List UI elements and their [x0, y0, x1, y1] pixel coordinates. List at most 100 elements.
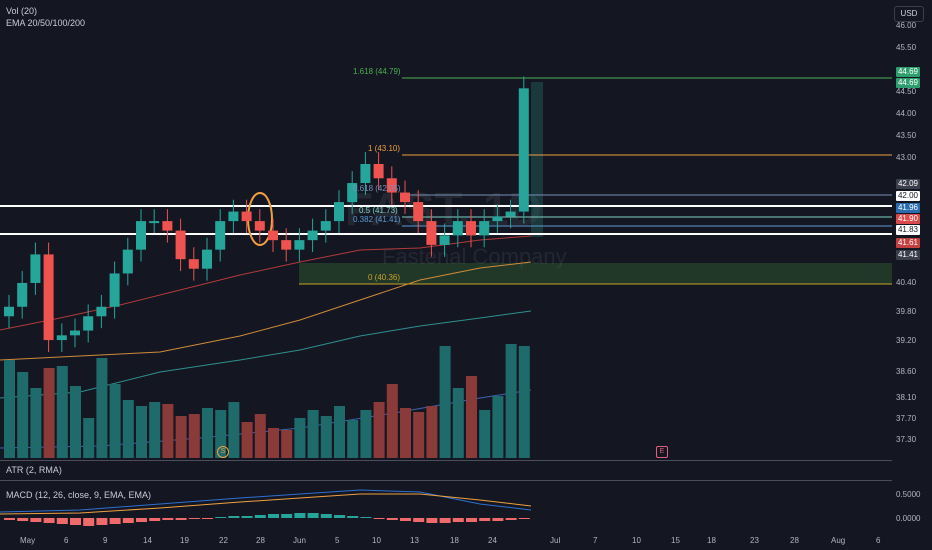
price-tag: 44.69 — [896, 78, 920, 88]
macd-bar — [215, 517, 227, 518]
candle — [426, 221, 437, 245]
dividend-event-icon[interactable]: S — [217, 446, 229, 458]
volume-bar — [4, 360, 15, 458]
price-tag: 44.69 — [896, 67, 920, 77]
macd-bar — [56, 518, 68, 524]
macd-canvas[interactable] — [0, 480, 892, 530]
price-axis-label: 40.40 — [896, 278, 917, 287]
time-axis-label: Aug — [831, 536, 846, 545]
volume-bar — [188, 414, 200, 458]
volume-bars — [4, 344, 530, 458]
price-axis-label: 46.00 — [896, 21, 917, 30]
macd-indicator-label[interactable]: MACD (12, 26, close, 9, EMA, EMA) — [6, 490, 152, 500]
time-axis-label: 9 — [103, 536, 108, 545]
macd-bar — [4, 518, 15, 520]
volume-bar — [466, 376, 477, 458]
macd-bar — [518, 518, 530, 519]
price-axis-label: 43.50 — [896, 131, 917, 140]
macd-bar — [426, 518, 438, 523]
volume-bar — [360, 410, 372, 458]
price-axis-label: 38.10 — [896, 393, 917, 402]
time-axis-label: 5 — [335, 536, 340, 545]
time-axis-label: Jun — [293, 536, 306, 545]
macd-bar — [452, 518, 464, 522]
volume-bar — [334, 406, 345, 458]
volume-bar — [439, 346, 451, 458]
price-axis-label: 39.20 — [896, 336, 917, 345]
volume-bar — [96, 358, 108, 458]
currency-label[interactable]: USD — [894, 6, 924, 22]
candle — [4, 306, 14, 317]
time-axis-label: 18 — [450, 536, 459, 545]
time-axis-label: 6 — [64, 536, 69, 545]
price-tag: 41.90 — [896, 214, 920, 224]
macd-bar — [360, 517, 372, 518]
macd-line — [0, 489, 532, 513]
volume-bar — [175, 416, 187, 458]
price-axis-label: 39.80 — [896, 307, 917, 316]
ema-100-line — [0, 310, 532, 399]
candle — [215, 221, 226, 250]
macd-bar — [202, 518, 213, 519]
candle — [122, 249, 133, 274]
time-axis-label: 15 — [671, 536, 680, 545]
ema-20-line — [0, 235, 532, 331]
candle — [17, 282, 28, 307]
time-axis-label: 28 — [256, 536, 265, 545]
time-axis-label: 10 — [372, 536, 381, 545]
candle — [386, 178, 397, 193]
time-axis-label: 22 — [219, 536, 228, 545]
pane-separator[interactable] — [0, 460, 892, 461]
candle — [400, 192, 410, 203]
candle — [241, 211, 252, 222]
price-axis-label: 43.00 — [896, 153, 917, 162]
volume-bar — [109, 384, 121, 458]
macd-histogram — [4, 513, 530, 526]
candle — [136, 221, 146, 250]
ema-indicator-label[interactable]: EMA 20/50/100/200 — [6, 18, 86, 28]
macd-bar — [70, 518, 81, 525]
volume-bar — [268, 428, 279, 458]
time-axis-label: Jul — [550, 536, 561, 545]
volume-bar — [122, 400, 134, 458]
macd-bar — [228, 516, 240, 518]
macd-bar — [479, 518, 491, 521]
time-axis-label: 18 — [707, 536, 716, 545]
macd-bar — [505, 518, 517, 520]
macd-bar — [334, 515, 345, 518]
volume-indicator-label[interactable]: Vol (20) — [6, 6, 38, 16]
candle — [492, 216, 503, 222]
macd-bar — [17, 518, 29, 521]
candle — [373, 164, 384, 179]
ema-50-line — [0, 261, 532, 361]
volume-bar — [149, 402, 161, 458]
macd-bar — [136, 518, 147, 522]
price-chart-canvas[interactable] — [0, 0, 892, 460]
pane-separator[interactable] — [0, 480, 892, 481]
candle — [294, 240, 305, 250]
macd-bar — [43, 518, 55, 523]
candle — [109, 273, 120, 307]
candles — [4, 76, 529, 352]
price-axis-label: 37.30 — [896, 435, 917, 444]
price-axis-label: 45.50 — [896, 43, 917, 52]
macd-bar — [320, 514, 332, 518]
macd-bar — [347, 516, 359, 518]
candle — [452, 221, 463, 236]
candle — [175, 230, 186, 260]
macd-bar — [373, 518, 385, 519]
candle — [43, 254, 54, 341]
macd-bar — [188, 518, 200, 519]
macd-bar — [307, 513, 319, 518]
volume-bar — [413, 412, 425, 458]
volume-bar — [241, 422, 253, 458]
price-axis-label: 37.70 — [896, 414, 917, 423]
earnings-event-icon[interactable]: E — [656, 446, 668, 458]
macd-bar — [492, 518, 504, 521]
atr-indicator-label[interactable]: ATR (2, RMA) — [6, 465, 62, 475]
time-axis-label: 23 — [750, 536, 759, 545]
candle — [479, 221, 490, 236]
candle — [268, 230, 278, 241]
macd-bar — [439, 518, 451, 523]
